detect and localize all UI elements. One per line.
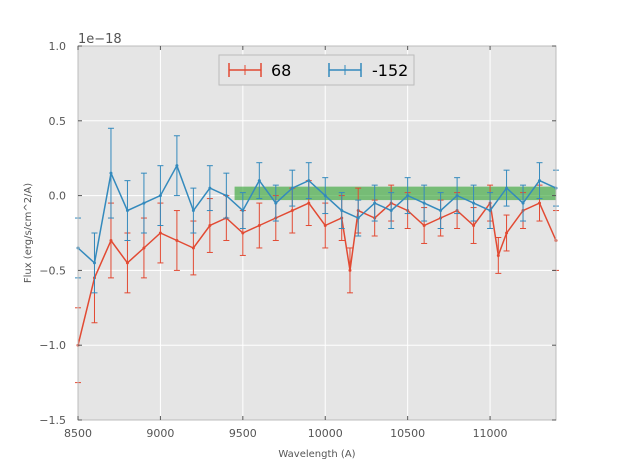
plot-frame — [77, 45, 557, 421]
data-point — [125, 261, 129, 265]
data-point — [175, 164, 179, 168]
data-point — [455, 194, 459, 198]
data-point — [224, 194, 228, 198]
legend-items — [228, 63, 362, 77]
series-1 — [75, 127, 559, 294]
x-tick-label: 9000 — [146, 427, 174, 440]
data-point — [208, 186, 212, 190]
data-point — [92, 261, 96, 265]
legend: 68 -152 — [218, 54, 415, 86]
y-tick-label: −0.5 — [39, 264, 66, 277]
series-group — [75, 127, 559, 384]
data-point — [538, 201, 542, 205]
data-point — [290, 186, 294, 190]
data-point — [158, 231, 162, 235]
data-point — [125, 209, 129, 213]
data-point — [208, 224, 212, 228]
data-point — [505, 231, 509, 235]
data-point — [191, 246, 195, 250]
data-point — [142, 201, 146, 205]
data-point — [496, 253, 500, 257]
data-point — [538, 179, 542, 183]
data-point — [422, 224, 426, 228]
x-axis-label: Wavelength (A) — [278, 449, 355, 460]
data-point — [406, 194, 410, 198]
y-tick-label: −1.5 — [39, 414, 66, 427]
data-point — [191, 209, 195, 213]
y-tick-label: 0.5 — [49, 115, 67, 128]
data-point — [323, 224, 327, 228]
x-tick-label: 8500 — [64, 427, 92, 440]
data-point — [241, 209, 245, 213]
axes: 8500 9000 9500 10000 10500 11000 −1.5 −1.0 −0.5 0… — [39, 40, 556, 440]
data-point — [472, 201, 476, 205]
y-tick-label: −1.0 — [39, 339, 66, 352]
confidence-band — [234, 186, 556, 201]
data-point — [307, 179, 311, 183]
offset-text: 1e−18 — [78, 32, 122, 47]
series-line — [77, 163, 557, 265]
x-tick-label: 10500 — [390, 427, 425, 440]
plot-background — [78, 46, 556, 420]
data-point — [323, 194, 327, 198]
data-point — [257, 224, 261, 228]
data-point — [158, 194, 162, 198]
data-point — [109, 238, 113, 242]
y-axis-label: Flux (erg/s/cm^2/A) — [23, 183, 34, 283]
data-point — [373, 201, 377, 205]
data-point — [356, 216, 360, 220]
data-point — [348, 268, 352, 272]
y-tick-label: 1.0 — [49, 40, 67, 53]
data-point — [488, 209, 492, 213]
data-point — [274, 201, 278, 205]
flux-band — [234, 186, 556, 201]
data-point — [439, 209, 443, 213]
legend-label-minus152: -152 — [372, 61, 408, 80]
data-point — [340, 209, 344, 213]
data-point — [389, 209, 393, 213]
data-point — [290, 209, 294, 213]
data-point — [109, 171, 113, 175]
data-point — [257, 179, 261, 183]
x-tick-label: 9500 — [229, 427, 257, 440]
x-tick-label: 10000 — [308, 427, 343, 440]
x-tick-label: 11000 — [473, 427, 508, 440]
data-point — [241, 231, 245, 235]
series-0 — [75, 180, 559, 384]
data-point — [521, 201, 525, 205]
data-point — [142, 246, 146, 250]
data-point — [505, 186, 509, 190]
data-point — [175, 238, 179, 242]
data-point — [422, 201, 426, 205]
data-point — [307, 201, 311, 205]
legend-label-68: 68 — [271, 61, 291, 80]
y-tick-label: 0.0 — [49, 190, 67, 203]
series-line — [77, 201, 557, 346]
data-point — [472, 224, 476, 228]
